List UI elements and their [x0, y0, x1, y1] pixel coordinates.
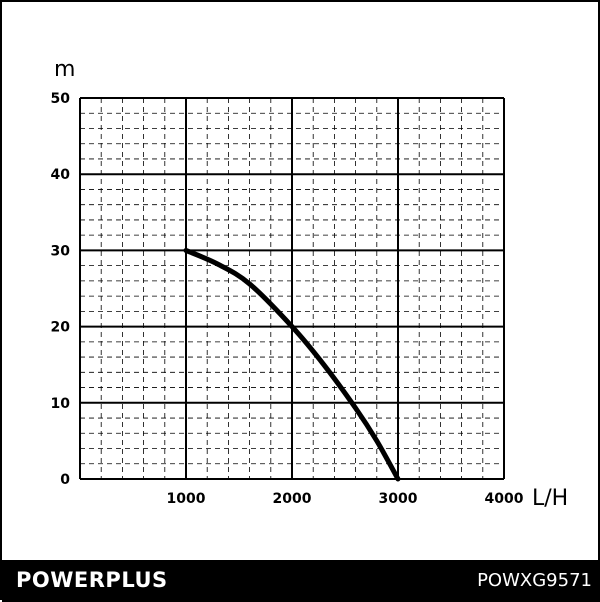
x-tick-label: 4000	[485, 491, 524, 507]
brand-name: POWERPLUS	[16, 568, 168, 592]
footer-bar: POWERPLUS POWXG9571	[2, 560, 600, 602]
y-tick-label: 10	[51, 396, 71, 412]
pump-performance-chart: 0 10 20 30 40 50 1000 2000 3000 4000 m L/H	[51, 57, 569, 511]
x-axis-label: L/H	[532, 486, 568, 511]
x-tick-label: 2000	[273, 491, 312, 507]
y-tick-label: 30	[51, 243, 71, 259]
y-axis-label: m	[54, 57, 75, 82]
x-tick-labels: 1000 2000 3000 4000	[167, 491, 524, 507]
curve	[183, 247, 401, 482]
y-tick-label: 0	[60, 472, 70, 488]
x-tick-label: 3000	[379, 491, 418, 507]
y-tick-labels: 0 10 20 30 40 50	[51, 91, 71, 488]
x-tick-label: 1000	[167, 491, 206, 507]
performance-curve-line	[183, 247, 401, 482]
grid	[79, 97, 505, 480]
y-tick-label: 40	[51, 167, 71, 183]
y-tick-label: 50	[51, 91, 71, 107]
model-code: POWXG9571	[477, 570, 592, 591]
y-tick-label: 20	[51, 320, 71, 336]
